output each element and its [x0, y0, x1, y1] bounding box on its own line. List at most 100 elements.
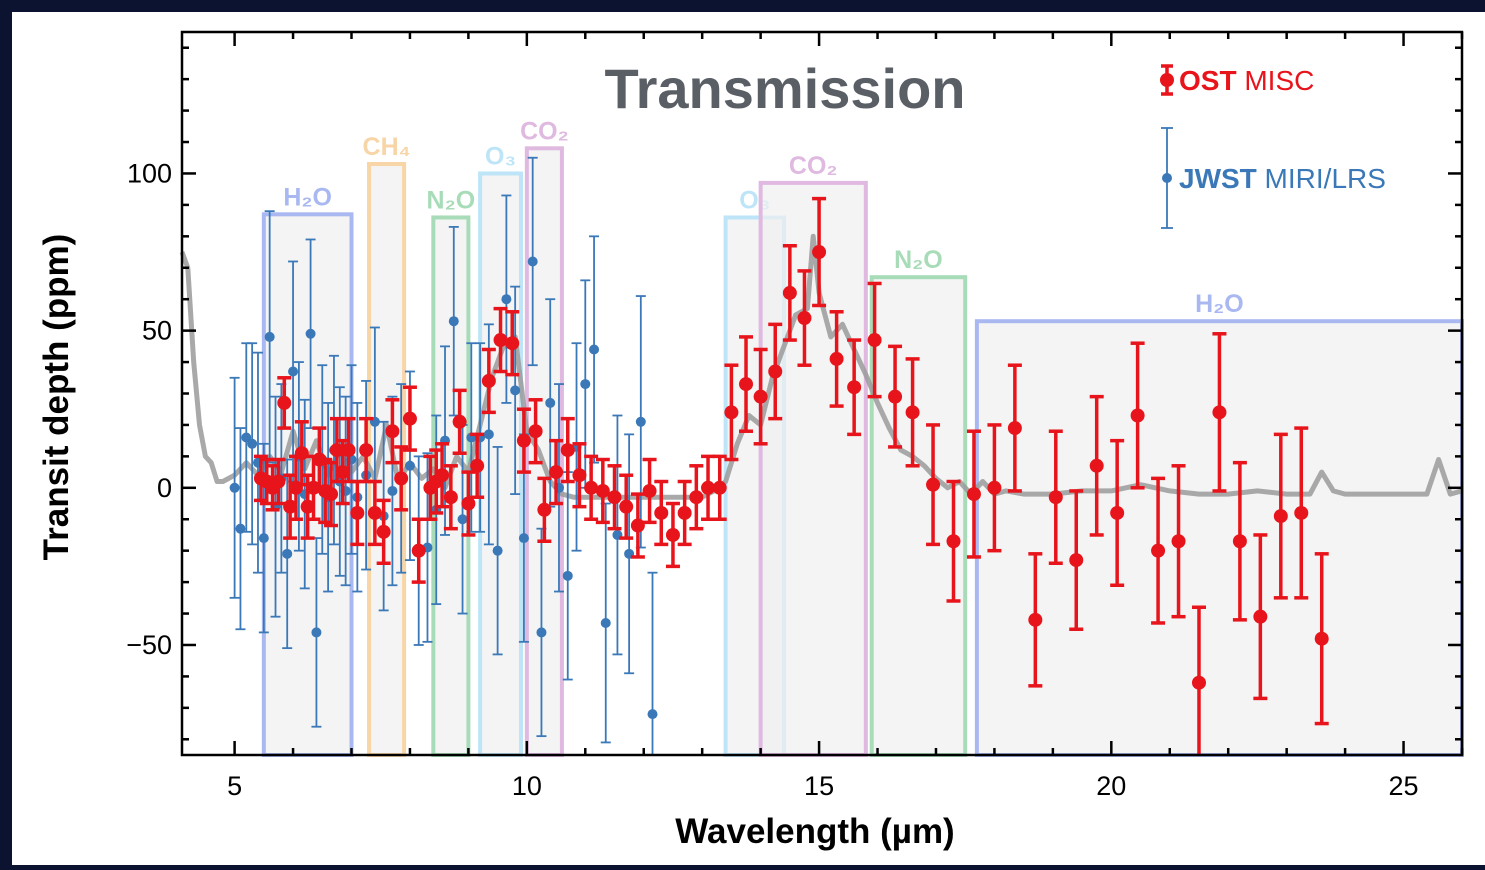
- ost-point-23: [411, 517, 426, 584]
- ost-marker: [505, 336, 520, 351]
- ost-marker: [584, 480, 599, 495]
- jwst-marker: [527, 256, 538, 267]
- ost-marker: [689, 490, 704, 505]
- ost-marker: [768, 364, 783, 379]
- ost-marker: [1273, 509, 1288, 524]
- x-tick-label: 15: [804, 771, 834, 801]
- x-tick-label: 20: [1096, 771, 1126, 801]
- ost-marker: [946, 534, 961, 549]
- ost-marker: [987, 480, 1002, 495]
- ost-point-57: [797, 269, 812, 367]
- ost-marker: [560, 443, 575, 458]
- ost-marker: [1232, 534, 1247, 549]
- ost-marker: [335, 465, 350, 480]
- ost-point-55: [768, 322, 783, 421]
- ost-marker: [753, 389, 768, 404]
- jwst-point-2: [241, 342, 252, 533]
- ost-marker: [341, 443, 356, 458]
- legend-entry-0: OST MISC: [1160, 64, 1314, 96]
- ost-point-71: [1069, 489, 1084, 632]
- ost-point-77: [1191, 605, 1206, 755]
- ost-point-68: [1007, 363, 1022, 493]
- ost-marker: [607, 490, 622, 505]
- ost-point-33: [505, 310, 520, 377]
- jwst-marker: [241, 432, 252, 443]
- ost-marker: [470, 458, 485, 473]
- jwst-point-13: [305, 238, 316, 429]
- ost-marker: [435, 468, 450, 483]
- chart-title: Transmission: [604, 57, 965, 120]
- jwst-point-0: [229, 376, 240, 599]
- ost-marker: [724, 405, 739, 420]
- y-tick-label: 0: [157, 473, 172, 503]
- legend-marker: [1162, 173, 1172, 183]
- ost-point-36: [537, 476, 552, 543]
- jwst-marker: [311, 627, 322, 638]
- ost-point-70: [1048, 429, 1063, 565]
- ost-point-56: [782, 244, 797, 342]
- jwst-marker: [247, 438, 258, 449]
- ost-marker: [516, 433, 531, 448]
- x-axis-label: Wavelength (µm): [675, 812, 954, 851]
- ost-marker: [481, 373, 496, 388]
- ost-point-48: [677, 479, 692, 547]
- jwst-marker: [580, 379, 591, 390]
- jwst-point-52: [635, 295, 646, 549]
- ost-point-27: [443, 464, 458, 531]
- ost-marker: [277, 395, 292, 410]
- band-6: [758, 180, 868, 757]
- y-tick-label: 100: [127, 158, 172, 188]
- ost-point-34: [516, 407, 531, 474]
- jwst-point-50: [612, 414, 623, 656]
- jwst-marker: [492, 545, 503, 556]
- ost-point-40: [584, 454, 599, 521]
- ost-marker: [1007, 421, 1022, 436]
- ost-point-59: [829, 310, 844, 408]
- jwst-point-42: [536, 527, 547, 738]
- ost-marker: [549, 465, 564, 480]
- jwst-marker: [545, 397, 556, 408]
- ost-marker: [1151, 543, 1166, 558]
- jwst-point-37: [492, 446, 503, 656]
- ost-marker: [712, 480, 727, 495]
- y-tick-label: 50: [142, 316, 172, 346]
- ost-marker: [537, 502, 552, 517]
- jwst-point-45: [562, 471, 573, 681]
- ost-marker: [367, 505, 382, 520]
- jwst-point-3: [247, 342, 258, 546]
- ost-marker: [329, 443, 344, 458]
- ost-marker: [619, 499, 634, 514]
- ost-point-64: [926, 423, 941, 547]
- ost-marker: [654, 505, 669, 520]
- ost-marker: [595, 483, 610, 498]
- ost-marker: [572, 468, 587, 483]
- ost-marker: [411, 543, 426, 558]
- ost-series: [253, 196, 1329, 755]
- ost-point-32: [493, 306, 508, 374]
- band-label-3: O₃: [485, 142, 516, 170]
- jwst-point-1: [235, 427, 246, 631]
- ost-marker: [812, 245, 827, 260]
- jwst-marker: [536, 627, 547, 638]
- jwst-marker: [635, 416, 646, 427]
- ost-point-78: [1212, 332, 1227, 493]
- ost-point-35: [528, 398, 543, 465]
- ost-point-41: [595, 457, 610, 525]
- ost-point-67: [987, 423, 1002, 553]
- band-7: [869, 275, 968, 757]
- ost-marker: [283, 499, 298, 514]
- ost-point-69: [1028, 552, 1043, 688]
- ost-marker: [782, 285, 797, 300]
- ost-point-45: [642, 457, 657, 525]
- ost-point-30: [470, 432, 485, 499]
- ost-marker: [271, 474, 286, 489]
- ost-point-39: [572, 442, 587, 509]
- y-tick-label: −50: [126, 630, 172, 660]
- ost-marker: [926, 477, 941, 492]
- band-label-2: N₂O: [427, 186, 476, 214]
- band-label-7: N₂O: [894, 246, 943, 274]
- ost-marker: [1130, 408, 1145, 423]
- ost-marker: [385, 424, 400, 439]
- x-tick-label: 10: [512, 771, 542, 801]
